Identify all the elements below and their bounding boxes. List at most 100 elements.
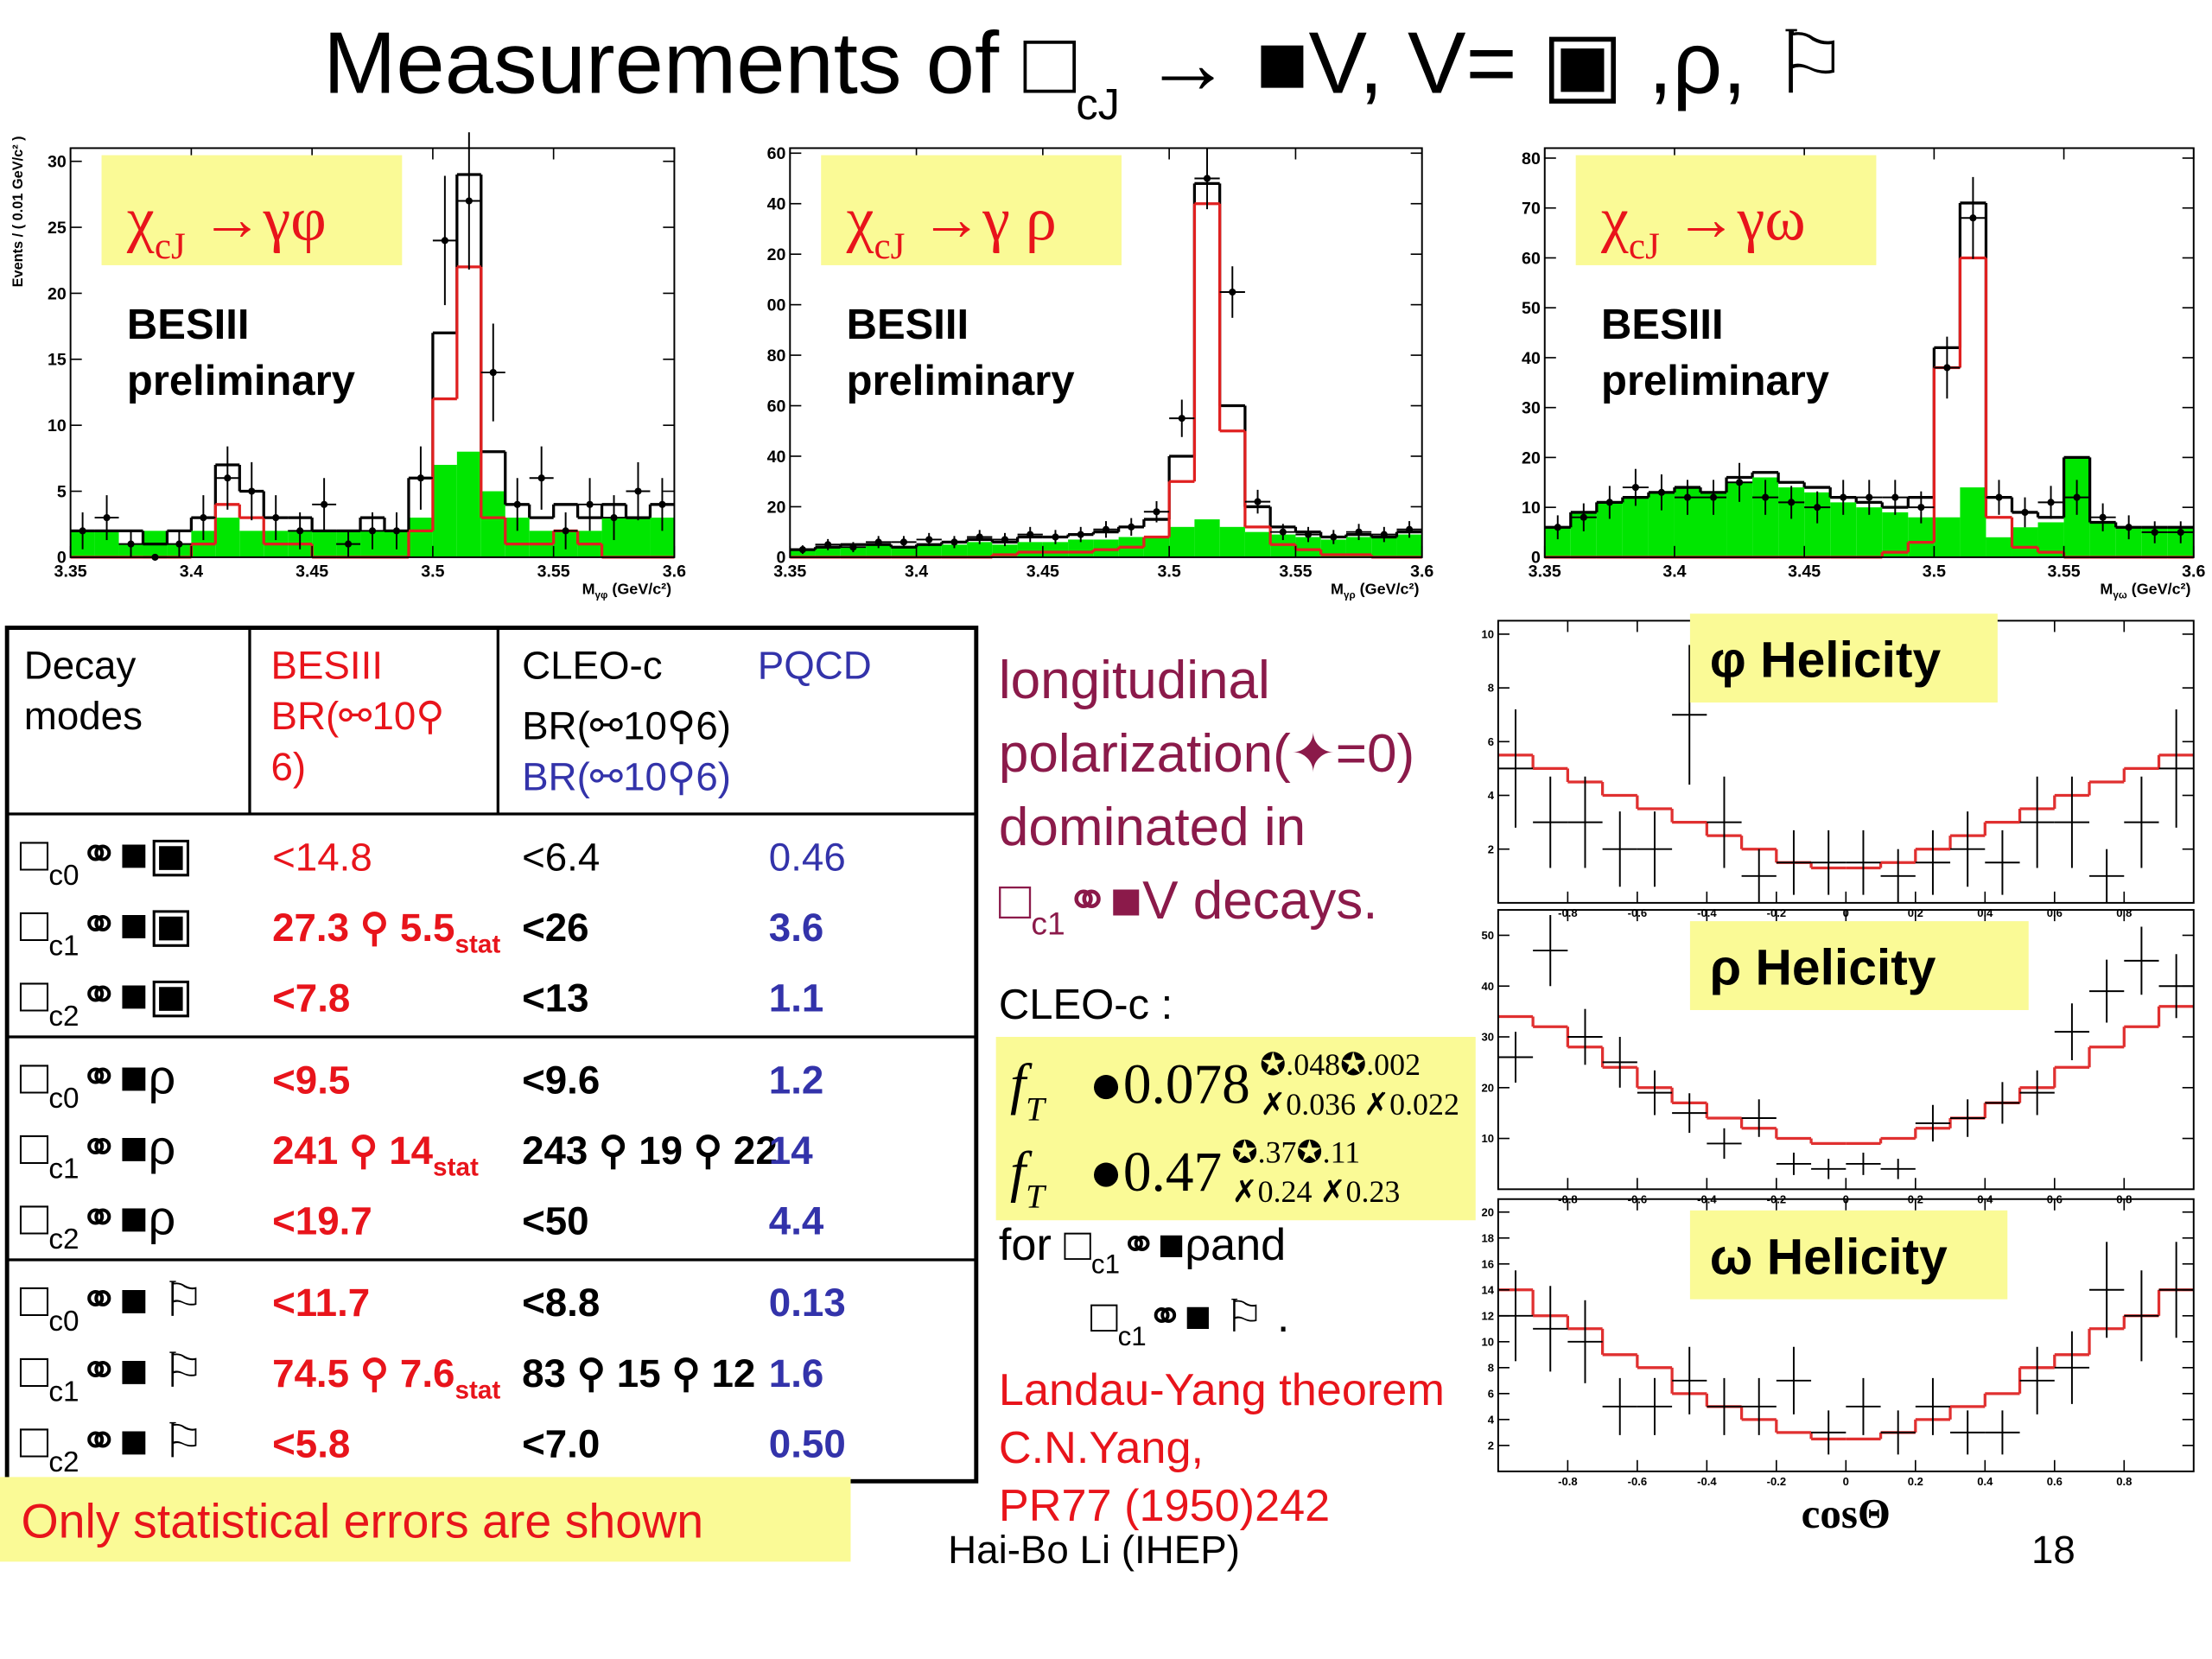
- x-tick-label: 0.4: [1977, 1475, 1993, 1488]
- text-part: <8.8: [522, 1281, 600, 1325]
- subscript: stat: [433, 1154, 479, 1182]
- background-bar: [456, 451, 481, 557]
- text-part: ρ Helicity: [1710, 940, 1936, 996]
- fit-error-up: ✪.048✪.002: [1260, 1047, 1421, 1082]
- text-part: 14: [769, 1128, 813, 1173]
- fit-error-down: ✗0.036 ✗0.022: [1260, 1087, 1459, 1122]
- data-point: [1102, 525, 1110, 533]
- text-part: χ: [846, 185, 874, 254]
- text-part: 74.5 ⚲ 7.6: [272, 1351, 454, 1395]
- background-bar: [1068, 539, 1094, 557]
- data-point: [1580, 513, 1587, 521]
- data-point: [1995, 493, 2003, 501]
- background-bar: [1396, 534, 1422, 557]
- background-bar: [1934, 517, 1961, 557]
- decay-mode: □c0⚭■ ⚐: [20, 1273, 205, 1338]
- text-part: ⚭■ρ: [79, 1050, 176, 1103]
- text-part: cosΘ: [1802, 1490, 1891, 1537]
- data-point: [1128, 523, 1135, 531]
- background-bar: [967, 542, 993, 557]
- x-tick-label: -0.8: [1558, 1475, 1577, 1488]
- text-part: <13: [522, 976, 589, 1020]
- cleo-value: <7.0: [522, 1422, 600, 1466]
- data-point: [200, 513, 207, 522]
- caveat: Only statistical errors are shown: [21, 1495, 703, 1548]
- author: Hai-Bo Li (IHEP): [948, 1528, 1240, 1572]
- text-part: (GeV/c²): [2127, 580, 2191, 597]
- reference: C.N.Yang,: [999, 1423, 1204, 1473]
- note-line: longitudinal: [999, 651, 1270, 710]
- subscript: c1: [1118, 1321, 1147, 1351]
- chart-label: BESIII: [847, 302, 969, 348]
- y-axis-label: Events / ( 0.01 GeV/c² ): [10, 136, 26, 287]
- decay-mode: □c2⚭■ ⚐: [20, 1414, 205, 1479]
- data-point: [1153, 508, 1160, 516]
- background-bar: [891, 547, 917, 557]
- text-part: for □: [999, 1220, 1091, 1270]
- x-axis-label: cosΘ: [1802, 1490, 1891, 1537]
- chart-title: χcJ →γ ρ: [846, 185, 1057, 268]
- text-part: (GeV/c²): [607, 580, 671, 597]
- background-bar: [1320, 539, 1346, 557]
- data-point: [1279, 528, 1287, 536]
- x-tick-label: 3.6: [663, 563, 686, 582]
- text-part: ⚭■▣: [79, 969, 194, 1022]
- text-part: dominated in: [999, 798, 1306, 857]
- y-tick-label: 2: [1488, 842, 1494, 855]
- x-axis-label: Mγρ (GeV/c²): [1331, 580, 1419, 601]
- text-part: <11.7: [272, 1281, 370, 1325]
- chart-title: φ Helicity: [1710, 632, 1942, 689]
- text-part: ⚭■ρand: [1120, 1220, 1286, 1270]
- data-point: [1943, 364, 1951, 372]
- data-point: [2047, 499, 2055, 506]
- text-part: ⚭■▣: [79, 898, 194, 951]
- besiii-value: <5.8: [272, 1422, 350, 1466]
- y-tick-label: 20: [48, 284, 67, 303]
- text-part: <14.8: [272, 835, 372, 879]
- background-bar: [1219, 526, 1245, 557]
- cleo-value: <26: [522, 906, 589, 950]
- y-tick-label: 60: [767, 397, 786, 416]
- y-tick-label: 80: [1522, 149, 1541, 168]
- y-tick-label: 50: [1481, 929, 1494, 942]
- background-bar: [815, 547, 841, 557]
- data-point: [224, 474, 232, 482]
- background-bar: [432, 464, 457, 557]
- text-part: □: [1090, 1292, 1118, 1342]
- fit-error-down: ✗0.24 ✗0.23: [1232, 1174, 1401, 1209]
- plot-frame: [789, 147, 1423, 558]
- label-box: [1689, 613, 1998, 703]
- y-tick-label: 0: [57, 549, 67, 568]
- data-point: [1840, 493, 1847, 501]
- text-part: 3.6: [769, 906, 824, 950]
- chart-label: preliminary: [1601, 358, 1829, 404]
- fit-box: [995, 1037, 1476, 1221]
- label-box: [1689, 1210, 2008, 1300]
- data-point: [1330, 533, 1338, 541]
- text-part: ⚭■ ⚐ .: [1147, 1292, 1290, 1342]
- text-part: <7.8: [272, 976, 350, 1020]
- text-part: <6.4: [522, 835, 600, 879]
- data-point: [2073, 493, 2081, 501]
- header-text: BR(⚯10⚲6): [522, 754, 731, 798]
- plot-frame: [1543, 147, 2195, 558]
- label-box: [821, 155, 1122, 265]
- data-point: [925, 536, 933, 543]
- background-bar: [1244, 531, 1271, 557]
- subscript: c2: [48, 1446, 79, 1478]
- subscript: stat: [454, 931, 500, 959]
- x-tick-label: -0.2: [1767, 1475, 1786, 1488]
- x-tick-label: 3.5: [1158, 563, 1181, 582]
- data-point: [1709, 493, 1718, 501]
- y-tick-label: 20: [1522, 448, 1541, 467]
- chart-title: ω Helicity: [1710, 1229, 1948, 1285]
- data-point: [1254, 498, 1262, 505]
- decay-mode: □c2⚭■ρ: [20, 1192, 175, 1256]
- text-part: 27.3 ⚲ 5.5: [272, 906, 454, 950]
- text-part: ⚭■ ⚐: [79, 1344, 205, 1397]
- data-point: [465, 197, 473, 205]
- besiii-value: 241 ⚲ 14stat: [272, 1128, 479, 1182]
- data-point: [1077, 531, 1084, 538]
- note-line: □c1⚭■V decays.: [999, 871, 1378, 942]
